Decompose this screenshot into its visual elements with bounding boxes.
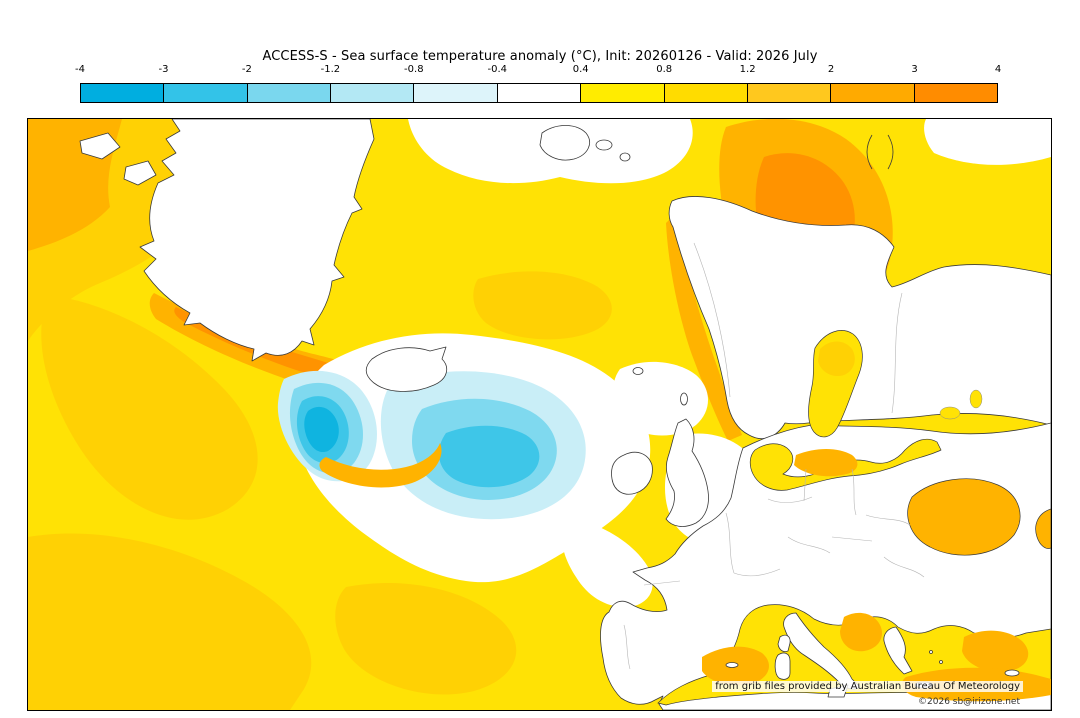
iceland-landmass	[365, 346, 448, 392]
colorbar-tick-label: -3	[158, 64, 169, 75]
page-title: ACCESS-S - Sea surface temperature anoma…	[262, 49, 818, 64]
colorbar-tick-label: -4	[75, 64, 85, 75]
norway-coast-warm-band	[666, 215, 742, 441]
colorbar-tick-label: 4	[994, 64, 1002, 75]
colorbar-tick-label: 0.8	[656, 64, 673, 75]
country-borders	[623, 242, 925, 670]
colorbar-segment	[81, 84, 165, 102]
colorbar-segment	[247, 84, 332, 102]
bothnia-warm-patch	[818, 341, 855, 377]
colorbar-tick-label: -0.4	[487, 64, 508, 75]
colorbar-segment	[664, 84, 748, 102]
scandinavia-landmass	[668, 196, 1051, 439]
colorbar-segment	[497, 84, 582, 102]
colorbar-segment	[331, 84, 415, 102]
credit-source: from grib files provided by Australian B…	[712, 681, 1023, 692]
colorbar-bar	[80, 83, 998, 103]
cold-anomaly-region	[277, 231, 733, 520]
colorbar-tick-label: 3	[911, 64, 918, 75]
colorbar-segment	[831, 84, 915, 102]
colorbar-tick-label: 1.2	[739, 64, 756, 75]
colorbar-ticks: -4 -3 -2 -1.2 -0.8 -0.4 0.4 0.8 1.2 2 3 4	[75, 64, 1002, 78]
colorbar-tick-label: -0.8	[404, 64, 424, 75]
warm-amber-regions	[28, 119, 612, 710]
caspian-edge	[1035, 508, 1051, 549]
arctic-islands	[79, 125, 631, 186]
warm-hook-band	[319, 443, 442, 488]
colorbar: -4 -3 -2 -1.2 -0.8 -0.4 0.4 0.8 1.2 2 3 4	[75, 64, 1002, 106]
russian-lakes	[939, 389, 983, 420]
colorbar-segment	[164, 84, 248, 102]
greenland-landmass	[139, 119, 375, 362]
sst-anomaly-map-canvas	[28, 119, 1051, 710]
colorbar-segment	[414, 84, 498, 102]
colorbar-segment	[747, 84, 832, 102]
baltic-warm-patch	[794, 449, 858, 477]
map-frame: from grib files provided by Australian B…	[27, 118, 1052, 711]
colorbar-segment	[914, 84, 997, 102]
great-britain-landmass	[665, 418, 709, 527]
colorbar-tick-label: 0.4	[572, 64, 589, 75]
black-sea	[907, 478, 1021, 556]
colorbar-segment	[581, 84, 665, 102]
colorbar-tick-label: -2	[241, 64, 252, 75]
greece-landmass	[883, 626, 913, 675]
ireland-landmass	[611, 451, 653, 495]
credit-copyright: ©2026 sb@irizone.net	[918, 697, 1020, 707]
small-islands	[632, 367, 688, 406]
colorbar-tick-label: -1.2	[320, 64, 341, 75]
colorbar-tick-label: 2	[827, 64, 835, 75]
novaya-zemlya-outline	[866, 134, 894, 170]
